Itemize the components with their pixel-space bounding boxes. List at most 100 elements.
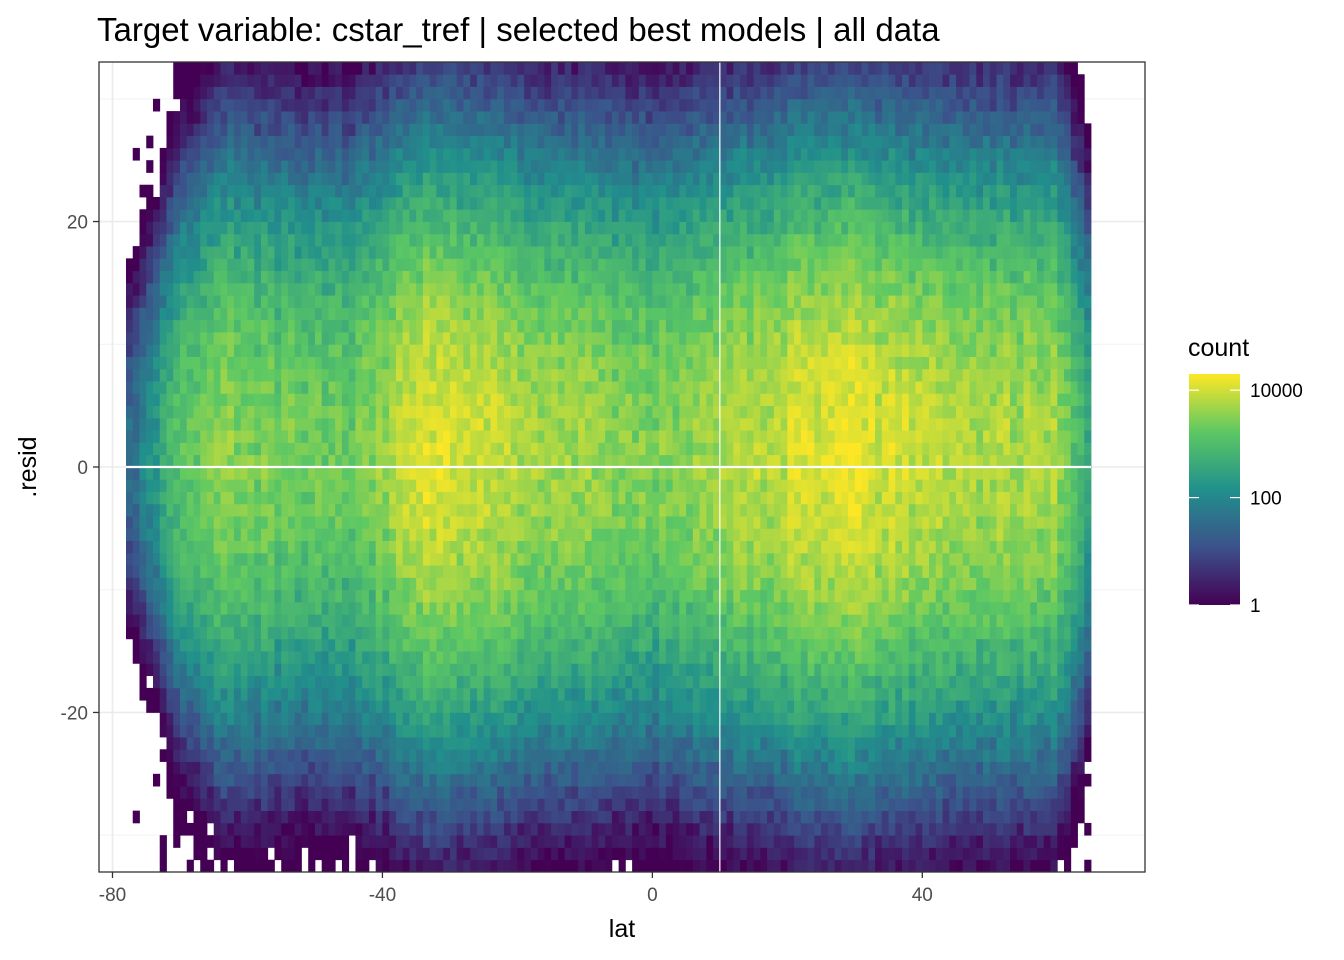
heatmap-bin xyxy=(544,602,551,615)
heatmap-bin xyxy=(369,749,376,762)
heatmap-bin xyxy=(470,516,477,529)
heatmap-bin xyxy=(389,492,396,505)
heatmap-bin xyxy=(558,185,565,198)
heatmap-bin xyxy=(281,74,288,87)
heatmap-bin xyxy=(430,455,437,468)
heatmap-bin xyxy=(382,136,389,149)
heatmap-bin xyxy=(639,798,646,811)
heatmap-bin xyxy=(301,160,308,173)
heatmap-bin xyxy=(436,418,443,431)
heatmap-bin xyxy=(565,197,572,210)
heatmap-bin xyxy=(504,283,511,296)
heatmap-bin xyxy=(349,406,356,419)
heatmap-bin xyxy=(632,602,639,615)
heatmap-bin xyxy=(153,357,160,370)
heatmap-bin xyxy=(301,430,308,443)
heatmap-bin xyxy=(261,590,268,603)
heatmap-bin xyxy=(470,307,477,320)
heatmap-bin xyxy=(504,737,511,750)
heatmap-bin xyxy=(639,430,646,443)
heatmap-bin xyxy=(328,541,335,554)
heatmap-bin xyxy=(585,725,592,738)
heatmap-bin xyxy=(166,185,173,198)
heatmap-bin xyxy=(268,258,275,271)
heatmap-bin xyxy=(173,565,180,578)
heatmap-bin xyxy=(214,712,221,725)
heatmap-bin xyxy=(369,234,376,247)
heatmap-bin xyxy=(133,467,140,480)
heatmap-bin xyxy=(382,222,389,235)
heatmap-bin xyxy=(369,700,376,713)
heatmap-bin xyxy=(261,99,268,112)
heatmap-bin xyxy=(315,430,322,443)
heatmap-bin xyxy=(220,516,227,529)
heatmap-bin xyxy=(160,847,167,860)
heatmap-bin xyxy=(470,823,477,836)
heatmap-bin xyxy=(227,847,234,860)
heatmap-bin xyxy=(322,688,329,701)
heatmap-bin xyxy=(200,148,207,161)
heatmap-bin xyxy=(308,798,315,811)
heatmap-bin xyxy=(592,283,599,296)
heatmap-bin xyxy=(524,528,531,541)
heatmap-bin xyxy=(220,332,227,345)
heatmap-bin xyxy=(504,614,511,627)
heatmap-bin xyxy=(308,172,315,185)
heatmap-bin xyxy=(274,762,281,775)
heatmap-bin xyxy=(416,197,423,210)
heatmap-bin xyxy=(605,369,612,382)
heatmap-bin xyxy=(605,99,612,112)
heatmap-bin xyxy=(490,749,497,762)
heatmap-bin xyxy=(220,381,227,394)
heatmap-bin xyxy=(612,627,619,640)
heatmap-bin xyxy=(612,307,619,320)
heatmap-bin xyxy=(565,725,572,738)
heatmap-bin xyxy=(227,627,234,640)
heatmap-bin xyxy=(160,602,167,615)
heatmap-bin xyxy=(180,320,187,333)
heatmap-bin xyxy=(146,344,153,357)
heatmap-bin xyxy=(504,725,511,738)
heatmap-bin xyxy=(342,749,349,762)
heatmap-bin xyxy=(301,835,308,848)
heatmap-bin xyxy=(133,492,140,505)
heatmap-bin xyxy=(254,234,261,247)
heatmap-bin xyxy=(490,418,497,431)
heatmap-bin xyxy=(490,258,497,271)
heatmap-bin xyxy=(598,332,605,345)
heatmap-bin xyxy=(443,700,450,713)
heatmap-bin xyxy=(322,136,329,149)
heatmap-bin xyxy=(511,74,518,87)
heatmap-bin xyxy=(619,467,626,480)
heatmap-bin xyxy=(254,467,261,480)
heatmap-bin xyxy=(247,712,254,725)
heatmap-bin xyxy=(457,614,464,627)
heatmap-bin xyxy=(295,565,302,578)
heatmap-bin xyxy=(382,99,389,112)
heatmap-bin xyxy=(511,271,518,284)
heatmap-bin xyxy=(504,62,511,75)
heatmap-bin xyxy=(490,860,497,873)
heatmap-bin xyxy=(619,639,626,652)
heatmap-bin xyxy=(220,62,227,75)
heatmap-bin xyxy=(430,737,437,750)
heatmap-bin xyxy=(612,749,619,762)
heatmap-bin xyxy=(524,860,531,873)
heatmap-bin xyxy=(436,504,443,517)
heatmap-bin xyxy=(308,123,315,136)
heatmap-bin xyxy=(261,786,268,799)
heatmap-bin xyxy=(369,369,376,382)
heatmap-bin xyxy=(457,442,464,455)
heatmap-bin xyxy=(490,835,497,848)
heatmap-bin xyxy=(173,516,180,529)
heatmap-bin xyxy=(524,320,531,333)
heatmap-bin xyxy=(450,136,457,149)
heatmap-bin xyxy=(200,688,207,701)
heatmap-bin xyxy=(409,651,416,664)
heatmap-bin xyxy=(369,393,376,406)
heatmap-bin xyxy=(531,307,538,320)
heatmap-bin xyxy=(376,74,383,87)
heatmap-bin xyxy=(180,87,187,100)
heatmap-bin xyxy=(558,283,565,296)
heatmap-bin xyxy=(490,197,497,210)
